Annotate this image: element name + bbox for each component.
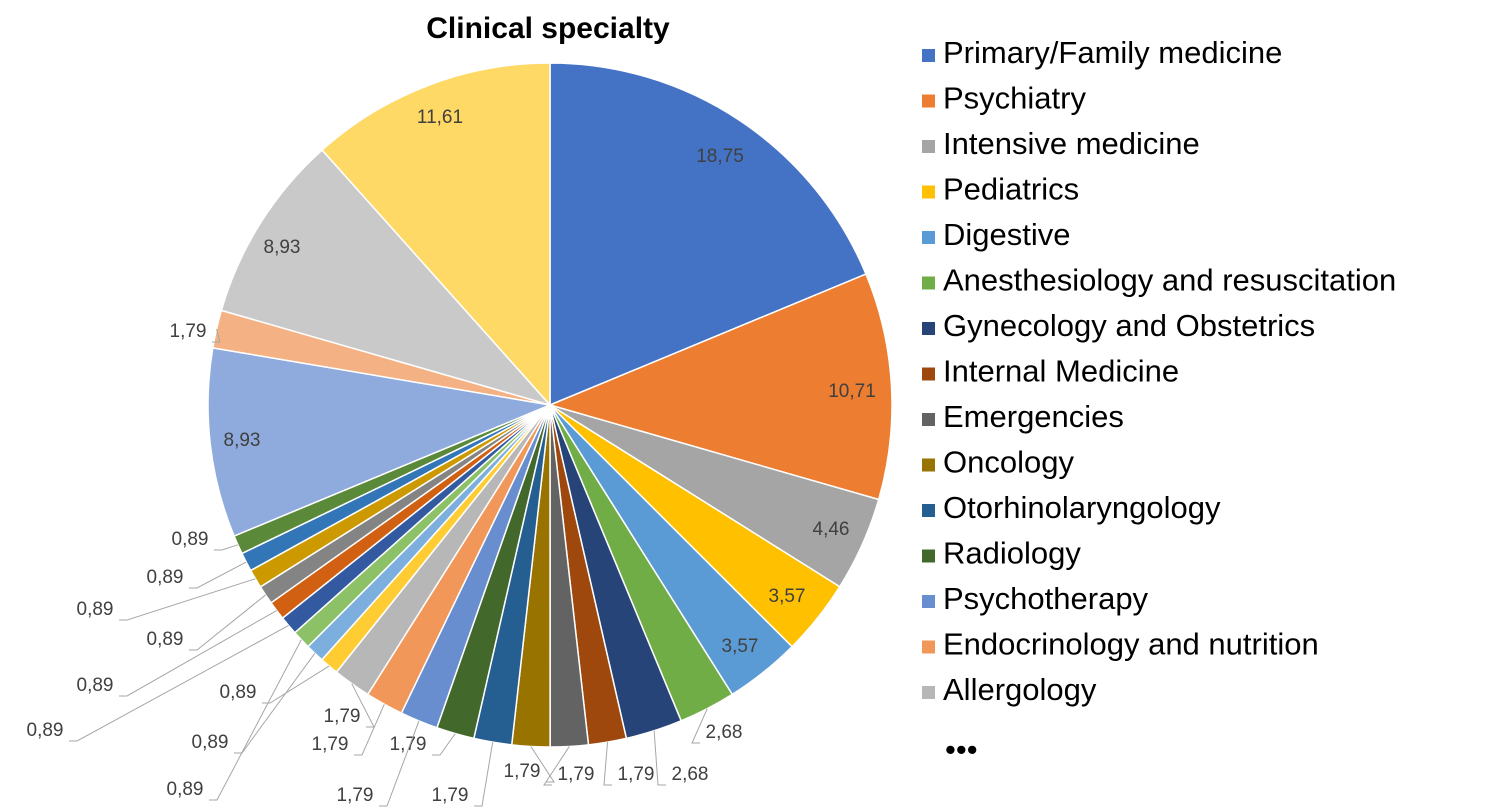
data-label: 0,89 [27, 720, 64, 741]
legend-more: ••• [945, 732, 978, 767]
legend-label: Otorhinolaryngology [943, 490, 1221, 525]
legend-marker [922, 140, 935, 153]
data-label: 1,79 [390, 734, 427, 755]
data-label: 3,57 [769, 586, 806, 607]
data-label: 3,57 [722, 636, 759, 657]
leader-line [354, 703, 385, 756]
leader-line [432, 733, 456, 756]
legend-marker [922, 686, 935, 699]
data-label: 1,79 [504, 761, 541, 782]
legend-label: Pediatrics [943, 172, 1079, 207]
data-label: 0,89 [167, 779, 204, 800]
data-label: 0,89 [77, 675, 114, 696]
data-label: 1,79 [558, 764, 595, 785]
legend-label: Digestive [943, 217, 1071, 252]
data-label: 1,79 [337, 785, 374, 806]
legend-label: Endocrinology and nutrition [943, 627, 1319, 662]
legend-label: Intensive medicine [943, 126, 1200, 161]
legend-marker [922, 549, 935, 563]
data-label: 2,68 [672, 764, 709, 785]
leader-line [379, 720, 420, 807]
legend-marker [922, 413, 935, 426]
pie-slice [547, 273, 893, 501]
leader-line [351, 683, 375, 728]
data-label: 8,93 [264, 237, 301, 258]
legend-label: Primary/Family medicine [943, 35, 1282, 70]
legend-label: Psychotherapy [943, 581, 1149, 616]
legend-label: Internal Medicine [943, 354, 1179, 389]
legend-label: Radiology [943, 536, 1081, 571]
data-label: 10,71 [828, 381, 876, 402]
leader-line [189, 594, 266, 651]
legend-label: Gynecology and Obstetrics [943, 308, 1315, 343]
leader-line [69, 625, 289, 742]
leader-line [474, 742, 494, 807]
leader-line [543, 746, 570, 786]
legend-marker [922, 94, 935, 108]
pie-slice [220, 148, 553, 407]
data-label: 2,68 [706, 722, 743, 743]
pie-slice [549, 62, 867, 407]
data-label: 18,75 [696, 146, 744, 167]
data-label: 4,46 [813, 519, 850, 540]
data-label: 8,93 [224, 430, 261, 451]
legend-marker [922, 49, 935, 62]
leader-line [209, 639, 302, 801]
data-label: 0,89 [172, 529, 209, 550]
leader-line [530, 746, 555, 783]
legend-label: Psychiatry [943, 81, 1086, 116]
leader-line [212, 328, 221, 343]
data-label: 1,79 [312, 734, 349, 755]
legend-marker [922, 322, 935, 335]
pie-slice [321, 62, 551, 407]
legend-marker [922, 231, 935, 244]
legend-label: Allergology [943, 672, 1097, 707]
legend-marker [922, 276, 935, 290]
legend-marker [922, 185, 935, 199]
data-label: 0,89 [77, 599, 114, 620]
data-label: 1,79 [432, 785, 469, 806]
legend-marker [922, 640, 935, 654]
data-label: 0,89 [147, 567, 184, 588]
legend-marker [922, 367, 935, 381]
leader-line [262, 665, 330, 704]
legend-marker [922, 595, 935, 608]
leader-line [119, 610, 277, 697]
data-label: 0,89 [147, 629, 184, 650]
legend-label: Oncology [943, 445, 1074, 480]
leader-line [234, 652, 316, 754]
data-label: 1,79 [324, 706, 361, 727]
data-label: 1,79 [170, 321, 207, 342]
leader-line [691, 708, 708, 744]
pie-slice [207, 346, 553, 537]
data-label: 11,61 [417, 107, 463, 128]
data-label: 0,89 [220, 682, 257, 703]
leader-line [214, 544, 239, 551]
data-label: 0,89 [192, 732, 229, 753]
leader-line [653, 730, 666, 786]
legend-marker [922, 504, 935, 517]
chart-title: Clinical specialty [426, 12, 670, 45]
legend-label: Emergencies [943, 399, 1124, 434]
legend-marker [922, 458, 935, 472]
legend-label: Anesthesiology and resuscitation [943, 263, 1396, 298]
data-label: 1,79 [618, 764, 655, 785]
leader-line [189, 561, 247, 589]
leader-line [119, 578, 256, 621]
leader-line [603, 742, 612, 786]
